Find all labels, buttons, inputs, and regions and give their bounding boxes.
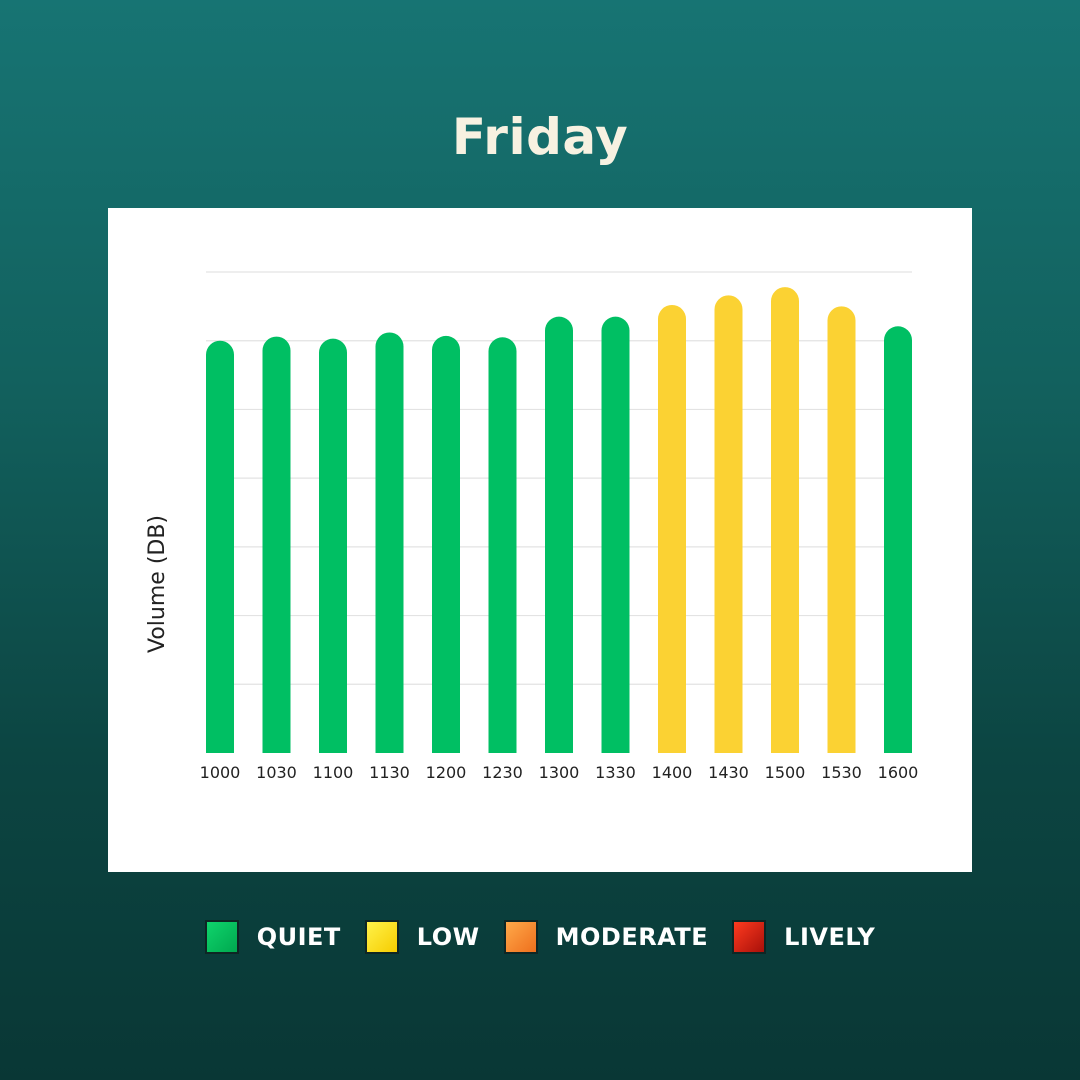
chart-card: 1000 1030 1100 1130 1200 1230 1300 1330 1400 1430… [108,208,972,872]
x-axis-ticks: 1000 1030 1100 1130 1200 1230 1300 1330 1400 1430… [200,763,919,782]
green-swatch-icon [204,920,239,954]
bar-1500 [771,287,799,753]
x-tick-label: 1130 [369,763,410,782]
orange-swatch-icon [503,920,538,954]
legend-item-low: LOW [364,920,480,954]
x-tick-label: 1430 [708,763,749,782]
bar-1100 [319,338,347,753]
x-tick-label: 1100 [313,763,354,782]
bar-1330 [601,316,630,753]
x-tick-label: 1400 [652,763,693,782]
red-swatch-icon [732,920,767,954]
x-tick-label: 1500 [765,763,806,782]
y-axis-label: Volume (DB) [145,515,170,653]
x-tick-label: 1030 [256,763,297,782]
legend-label-quiet: QUIET [256,923,341,951]
bar-1600 [884,326,912,753]
legend: QUIET LOW MODERATE LIVELY [0,920,1080,954]
x-tick-label: 1300 [539,763,580,782]
bar-1230 [488,337,517,753]
bar-1430 [714,295,743,753]
bar-1130 [375,332,404,753]
x-tick-label: 1200 [426,763,467,782]
page-title: Friday [451,108,629,166]
legend-item-moderate: MODERATE [503,920,709,954]
x-tick-label: 1600 [878,763,919,782]
legend-item-lively: LIVELY [732,920,875,954]
x-tick-label: 1530 [821,763,862,782]
bar-1400 [658,304,686,753]
legend-label-low: LOW [416,923,480,951]
bar-1000 [206,340,234,753]
x-tick-label: 1000 [200,763,241,782]
bar-chart: 1000 1030 1100 1130 1200 1230 1300 1330 1400 1430… [145,271,919,782]
bar-1300 [545,316,573,753]
x-tick-label: 1230 [482,763,523,782]
yellow-swatch-icon [364,920,399,954]
bar-1030 [262,336,291,753]
legend-label-moderate: MODERATE [555,923,709,951]
legend-label-lively: LIVELY [784,923,876,951]
bar-1530 [827,306,856,753]
legend-item-quiet: QUIET [204,920,341,954]
bar-1200 [432,335,460,753]
bars [206,287,912,753]
x-tick-label: 1330 [595,763,636,782]
